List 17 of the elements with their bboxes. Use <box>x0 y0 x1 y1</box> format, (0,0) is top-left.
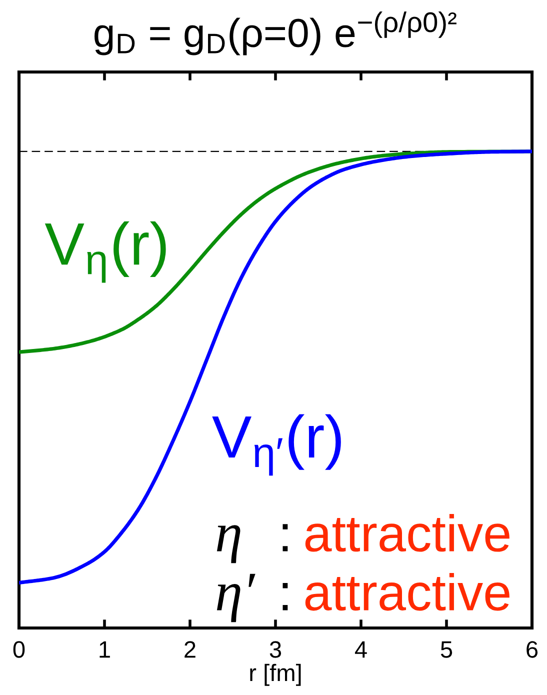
annotation: attractive <box>305 514 510 552</box>
x-tick-label: 6 <box>526 641 538 658</box>
annotation: η <box>216 525 240 564</box>
x-tick-label: 3 <box>270 641 282 658</box>
x-axis-title: r [fm] <box>250 664 301 686</box>
annotation: η′ <box>216 574 256 622</box>
x-tick-label: 0 <box>13 641 25 658</box>
annotation: : <box>282 524 288 552</box>
annotation: attractive <box>305 572 510 611</box>
annotation: : <box>282 583 288 610</box>
series-label: V$_{η′}$(r) <box>212 414 341 476</box>
x-tick-label: 1 <box>100 641 110 658</box>
x-tick-label: 4 <box>354 641 367 658</box>
chart-title: g$_{D}$ = g$_{D}$(ρ=0) e$^{−(ρ/ρ0)²}$ <box>94 12 456 56</box>
x-tick-label: 2 <box>184 641 196 658</box>
series-label: V$_{η}$(r) <box>44 221 166 283</box>
x-tick-label: 5 <box>440 641 452 658</box>
